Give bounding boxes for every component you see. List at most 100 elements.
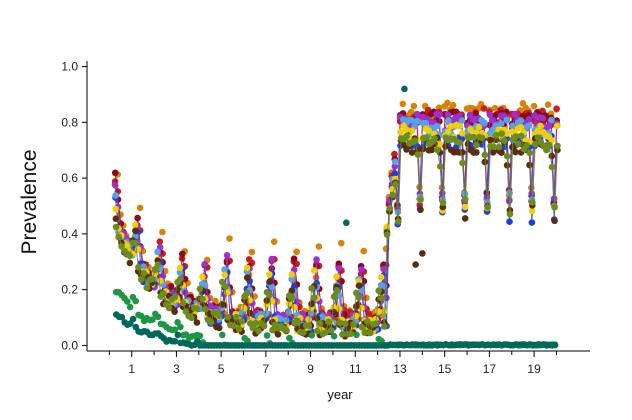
data-point xyxy=(311,294,318,301)
data-point xyxy=(408,149,416,156)
data-point xyxy=(263,332,271,339)
data-point xyxy=(551,203,558,211)
plot-area xyxy=(111,85,561,349)
data-point xyxy=(243,264,251,272)
data-point xyxy=(433,122,441,130)
data-point xyxy=(277,315,284,323)
data-point xyxy=(503,130,511,137)
data-point xyxy=(249,324,257,332)
data-point xyxy=(364,318,371,325)
data-point xyxy=(129,315,137,323)
data-point xyxy=(466,111,474,118)
data-point xyxy=(544,101,552,108)
data-point xyxy=(315,243,323,250)
data-point xyxy=(526,149,533,157)
data-point xyxy=(543,146,550,154)
x-axis-title: year xyxy=(327,387,353,402)
data-point xyxy=(529,199,536,206)
data-point xyxy=(330,293,338,301)
data-point xyxy=(554,142,561,150)
data-point xyxy=(417,206,424,214)
data-point xyxy=(551,341,559,349)
data-point xyxy=(399,100,407,108)
series-teal xyxy=(113,311,559,349)
data-point xyxy=(308,332,316,339)
data-point xyxy=(473,149,480,156)
data-point xyxy=(475,123,483,131)
data-point xyxy=(338,239,345,247)
data-point xyxy=(358,323,366,331)
data-point xyxy=(523,142,531,149)
data-point xyxy=(266,271,273,278)
data-point xyxy=(201,282,209,289)
data-point xyxy=(381,323,388,330)
data-point xyxy=(177,275,184,283)
data-point xyxy=(293,248,300,256)
data-point xyxy=(243,274,251,282)
data-point xyxy=(132,297,139,305)
data-point xyxy=(154,261,162,269)
data-point xyxy=(436,141,444,148)
data-point xyxy=(503,116,511,124)
data-point xyxy=(196,332,204,340)
data-point xyxy=(509,122,516,130)
data-point xyxy=(378,294,385,302)
data-point xyxy=(353,331,360,339)
data-point xyxy=(112,192,119,199)
data-point xyxy=(478,134,486,142)
data-point xyxy=(294,317,302,325)
data-point xyxy=(132,221,139,229)
data-point xyxy=(255,327,262,335)
data-point xyxy=(199,295,206,303)
data-point xyxy=(226,235,233,242)
data-point xyxy=(486,111,494,118)
data-point xyxy=(174,286,181,294)
data-point xyxy=(492,131,500,139)
data-point xyxy=(263,310,270,317)
data-point xyxy=(176,269,184,276)
data-point xyxy=(216,324,223,332)
data-point xyxy=(333,273,340,280)
y-tick-label: 1.0 xyxy=(61,60,78,74)
data-point xyxy=(517,124,525,131)
data-point xyxy=(392,181,399,188)
x-tick-label: 5 xyxy=(218,362,225,376)
data-point xyxy=(419,113,427,121)
data-point xyxy=(157,277,164,285)
data-point xyxy=(199,273,206,281)
data-point xyxy=(511,111,519,118)
data-point xyxy=(290,255,298,262)
data-point xyxy=(327,327,335,334)
data-point xyxy=(391,150,398,158)
data-point xyxy=(545,122,552,130)
data-point xyxy=(410,102,418,110)
data-point xyxy=(389,191,397,199)
data-point xyxy=(534,127,541,135)
data-point xyxy=(341,320,349,328)
data-point xyxy=(135,263,142,271)
data-point xyxy=(193,305,201,312)
data-point xyxy=(336,305,343,313)
data-point xyxy=(112,205,119,213)
data-point xyxy=(288,275,296,283)
data-point xyxy=(456,122,463,130)
data-point xyxy=(171,338,179,345)
data-point xyxy=(431,135,438,142)
x-tick-label: 9 xyxy=(307,362,314,376)
data-point xyxy=(174,319,181,326)
data-point xyxy=(179,250,186,258)
data-point xyxy=(330,308,338,316)
annotation-point xyxy=(419,250,426,257)
y-tick-label: 0.8 xyxy=(61,115,78,129)
data-point xyxy=(112,182,119,189)
data-point xyxy=(305,316,312,323)
data-point xyxy=(115,233,123,241)
data-point xyxy=(347,330,355,338)
data-point xyxy=(554,122,561,130)
data-point xyxy=(223,252,231,259)
data-point xyxy=(408,116,416,124)
x-tick-label: 11 xyxy=(349,362,362,376)
data-point xyxy=(530,102,538,110)
data-point xyxy=(512,148,519,156)
data-point xyxy=(207,318,215,326)
